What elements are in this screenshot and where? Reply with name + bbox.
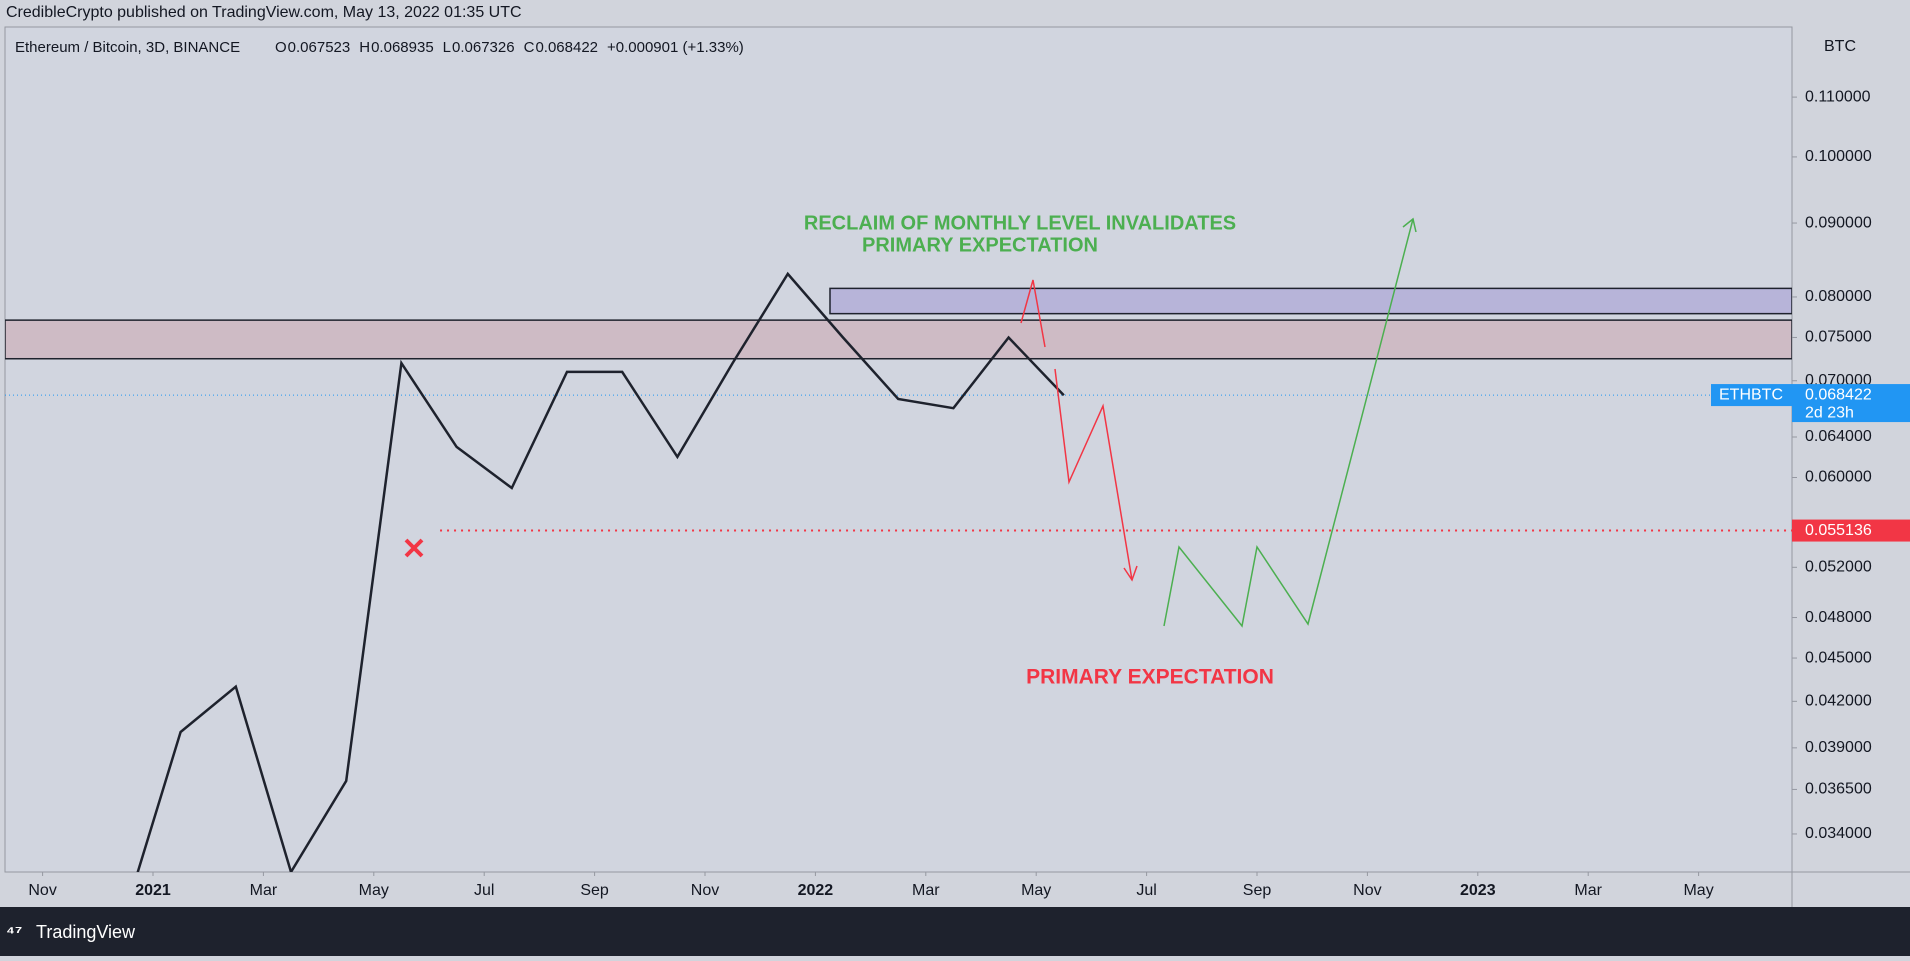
- ohlc-key: H: [359, 39, 370, 56]
- ohlc-key: L: [443, 39, 451, 56]
- publisher: CredibleCrypto published on TradingView.…: [6, 4, 522, 21]
- ohlc-key: O: [275, 39, 287, 56]
- projection-red: [1020, 279, 1046, 348]
- symbol-badge: [1711, 384, 1792, 407]
- brand: TradingView: [36, 922, 136, 942]
- countdown: 2d 23h: [1805, 404, 1854, 421]
- y-tick-label: 0.036500: [1805, 781, 1872, 798]
- annotation: RECLAIM OF MONTHLY LEVEL INVALIDATES: [804, 212, 1236, 234]
- x-tick-label: Mar: [250, 882, 278, 899]
- x-tick-label: May: [1021, 882, 1051, 899]
- symbol-label: ETHBTC: [1719, 386, 1783, 403]
- y-tick-label: 0.090000: [1805, 214, 1872, 231]
- x-tick-label: Mar: [1574, 882, 1602, 899]
- y-tick-label: 0.064000: [1805, 428, 1872, 445]
- y-tick-label: 0.034000: [1805, 825, 1872, 842]
- x-tick-label: Nov: [28, 882, 56, 899]
- footer: [0, 907, 1910, 956]
- ohlc-value: 0.068935: [371, 39, 434, 56]
- ohlc-value: 0.067326: [452, 39, 515, 56]
- ohlc-key: C: [524, 39, 535, 56]
- projection-red: [1054, 368, 1133, 581]
- x-tick-label: Sep: [580, 882, 609, 899]
- x-tick-label: 2021: [135, 882, 171, 899]
- symbol: Ethereum / Bitcoin, 3D, BINANCE: [15, 39, 240, 56]
- price-label: 0.068422: [1805, 386, 1872, 403]
- x-tick-label: May: [359, 882, 389, 899]
- zone: [5, 319, 1792, 360]
- y-tick-label: 0.075000: [1805, 329, 1872, 346]
- price-series: [136, 271, 1065, 872]
- y-tick-label: 0.110000: [1805, 88, 1871, 105]
- y-tick-label: 0.039000: [1805, 739, 1872, 756]
- x-tick-label: 2023: [1460, 882, 1496, 899]
- projections: [404, 217, 1417, 628]
- plot-area: [4, 26, 1793, 873]
- level-label: 0.055136: [1805, 522, 1872, 539]
- y-tick-label: 0.042000: [1805, 693, 1872, 710]
- x-tick-label: Nov: [1353, 882, 1381, 899]
- zone: [829, 287, 1792, 315]
- y-tick-label: 0.060000: [1805, 469, 1872, 486]
- price-badge: [1792, 384, 1910, 423]
- x-tick-label: Mar: [912, 882, 940, 899]
- ohlc-value: 0.067523: [288, 39, 351, 56]
- annotation: PRIMARY EXPECTATION: [862, 234, 1098, 256]
- x-tick-label: Nov: [691, 882, 719, 899]
- x-tick-label: 2022: [798, 882, 834, 899]
- y-tick-label: 0.045000: [1805, 649, 1872, 666]
- y-tick-label: 0.048000: [1805, 609, 1872, 626]
- layers: [5, 271, 1792, 872]
- annotation: PRIMARY EXPECTATION: [1026, 666, 1274, 689]
- y-tick-label: 0.080000: [1805, 288, 1872, 305]
- projection-green: [1163, 218, 1414, 628]
- x-tick-label: Sep: [1243, 882, 1272, 899]
- ohlc: O 0.067523 H 0.068935 L 0.067326 C 0.068422 +0.0…: [275, 39, 744, 56]
- x-marker: [404, 538, 424, 558]
- currency: BTC: [1824, 38, 1856, 55]
- y-tick-label: 0.052000: [1805, 559, 1872, 576]
- arrow-head: [1123, 565, 1138, 582]
- level-badge: [1792, 519, 1910, 542]
- x-tick-label: Jul: [474, 882, 494, 899]
- arrow-head: [1402, 217, 1417, 233]
- logo: ⁴⁷: [6, 922, 22, 942]
- x-tick-label: Jul: [1136, 882, 1156, 899]
- change: +0.000901 (+1.33%): [607, 39, 744, 56]
- y-tick-label: 0.100000: [1805, 148, 1872, 165]
- ohlc-value: 0.068422: [535, 39, 598, 56]
- x-tick-label: May: [1683, 882, 1713, 899]
